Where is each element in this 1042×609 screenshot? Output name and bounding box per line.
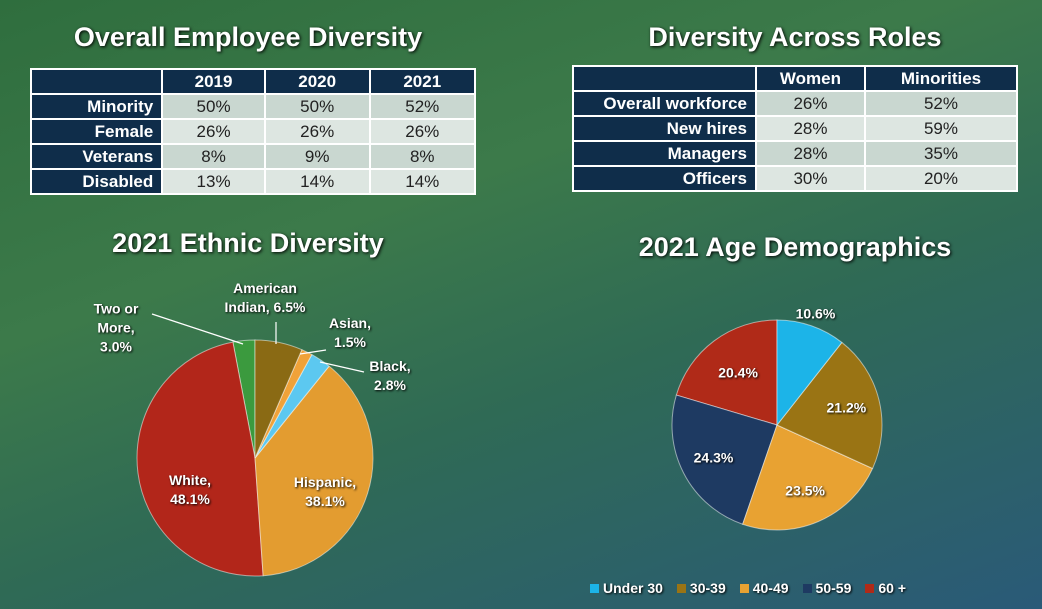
data-label: Asian 1.5% xyxy=(325,314,375,352)
table-cell: 8% xyxy=(162,144,265,169)
legend-label: Under 30 xyxy=(603,580,663,596)
value-label: 6.5% xyxy=(274,299,306,315)
value-label: 1.5% xyxy=(334,334,366,350)
table-cell: 26% xyxy=(756,91,865,116)
value-label: 10.6% xyxy=(796,305,836,321)
legend-item: 60 + xyxy=(865,580,906,596)
category-name: Asian xyxy=(329,315,371,331)
table-cell: 30% xyxy=(756,166,865,191)
column-header: 2021 xyxy=(370,69,475,94)
column-header: Women xyxy=(756,66,865,91)
table-cell: 20% xyxy=(865,166,1017,191)
table-cell: 9% xyxy=(265,144,370,169)
legend-label: 60 + xyxy=(878,580,906,596)
column-header: 2020 xyxy=(265,69,370,94)
category-name: White xyxy=(169,472,211,488)
data-label: Hispanic 38.1% xyxy=(283,473,368,511)
data-label: Black 2.8% xyxy=(365,357,415,395)
legend-label: 50-59 xyxy=(816,580,852,596)
table-cell: 28% xyxy=(756,141,865,166)
row-label: Veterans xyxy=(31,144,162,169)
corner-cell xyxy=(31,69,162,94)
infographic: Overall Employee Diversity201920202021Mi… xyxy=(0,0,1042,609)
column-header: Minorities xyxy=(865,66,1017,91)
data-label: 24.3% xyxy=(694,448,734,467)
data-label: 20.4% xyxy=(718,363,758,382)
table-cell: 13% xyxy=(162,169,265,194)
table-cell: 52% xyxy=(370,94,475,119)
legend-swatch xyxy=(865,584,874,593)
table-cell: 14% xyxy=(265,169,370,194)
row-label: Overall workforce xyxy=(573,91,756,116)
value-label: 2.8% xyxy=(374,377,406,393)
data-label: Two or More 3.0% xyxy=(80,300,152,357)
legend: Under 30 30-39 40-49 50-59 60 + xyxy=(590,580,906,596)
row-label: Managers xyxy=(573,141,756,166)
table-cell: 28% xyxy=(756,116,865,141)
value-label: 48.1% xyxy=(170,491,210,507)
data-label: American Indian 6.5% xyxy=(215,279,315,317)
row-label: Minority xyxy=(31,94,162,119)
legend-label: 30-39 xyxy=(690,580,726,596)
legend-swatch xyxy=(803,584,812,593)
table-title: Overall Employee Diversity xyxy=(74,22,422,53)
chart-title: 2021 Ethnic Diversity xyxy=(112,228,384,259)
category-name: Two or More xyxy=(94,301,139,336)
legend-label: 40-49 xyxy=(753,580,789,596)
corner-cell xyxy=(573,66,756,91)
data-label: 10.6% xyxy=(796,304,836,323)
value-label: 3.0% xyxy=(100,339,132,355)
data-label: 23.5% xyxy=(785,481,825,500)
table-cell: 50% xyxy=(162,94,265,119)
table-cell: 59% xyxy=(865,116,1017,141)
data-label: White 48.1% xyxy=(160,471,220,509)
legend-swatch xyxy=(740,584,749,593)
table-title: Diversity Across Roles xyxy=(648,22,941,53)
legend-item: Under 30 xyxy=(590,580,663,596)
table-cell: 26% xyxy=(370,119,475,144)
table-cell: 14% xyxy=(370,169,475,194)
legend-item: 50-59 xyxy=(803,580,852,596)
table-cell: 50% xyxy=(265,94,370,119)
legend-item: 40-49 xyxy=(740,580,789,596)
leader-line xyxy=(152,314,243,344)
category-name: Black xyxy=(369,358,410,374)
row-label: Female xyxy=(31,119,162,144)
legend-swatch xyxy=(590,584,599,593)
data-label: 21.2% xyxy=(827,399,867,418)
category-name: Hispanic xyxy=(294,474,356,490)
table-cell: 52% xyxy=(865,91,1017,116)
chart-title: 2021 Age Demographics xyxy=(639,232,952,263)
value-label: 21.2% xyxy=(827,400,867,416)
legend-item: 30-39 xyxy=(677,580,726,596)
value-label: 38.1% xyxy=(305,493,345,509)
table-cell: 26% xyxy=(162,119,265,144)
value-label: 20.4% xyxy=(718,364,758,380)
legend-swatch xyxy=(677,584,686,593)
table-cell: 26% xyxy=(265,119,370,144)
table-cell: 35% xyxy=(865,141,1017,166)
value-label: 23.5% xyxy=(785,482,825,498)
row-label: Officers xyxy=(573,166,756,191)
table-cell: 8% xyxy=(370,144,475,169)
row-label: Disabled xyxy=(31,169,162,194)
row-label: New hires xyxy=(573,116,756,141)
column-header: 2019 xyxy=(162,69,265,94)
value-label: 24.3% xyxy=(694,449,734,465)
